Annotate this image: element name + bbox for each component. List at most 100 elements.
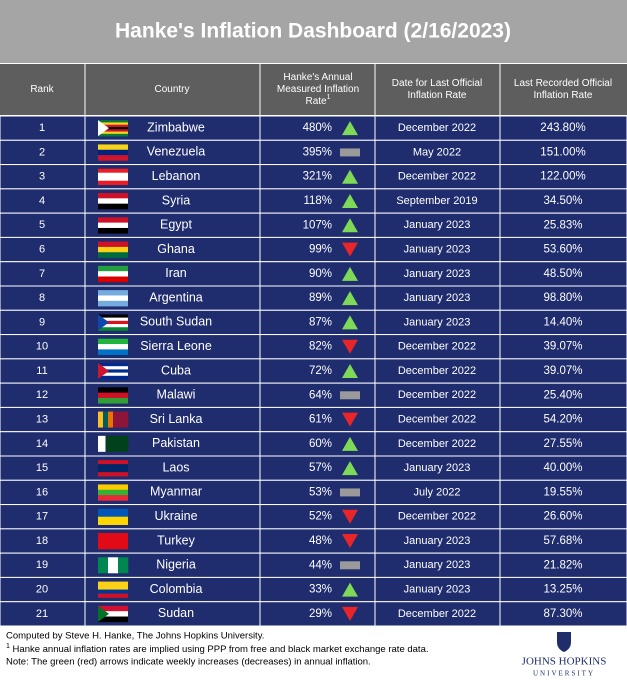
flag-stripe <box>98 168 128 174</box>
flag-stripe <box>123 411 129 428</box>
rank: 9 <box>39 316 45 328</box>
country: Sri Lanka <box>150 412 203 426</box>
logo-name: JOHNS HOPKINS <box>522 656 607 668</box>
hanke-rate: 107% <box>303 219 332 231</box>
flag-stripe <box>98 176 128 182</box>
trend-flat <box>340 391 360 400</box>
flag-stripe <box>98 271 128 277</box>
flag-stripe <box>98 317 128 322</box>
flag-stripe <box>98 295 128 302</box>
flag-stripe <box>98 508 128 518</box>
rank: 12 <box>36 389 48 401</box>
flag-stripe <box>98 464 128 469</box>
flag-stripe <box>118 557 129 574</box>
column-header: Date for Last Official <box>392 78 482 89</box>
trend-up <box>342 461 358 476</box>
flag-stripe <box>98 397 128 404</box>
official-date: January 2023 <box>404 292 471 304</box>
official-rate: 19.55% <box>543 486 582 498</box>
official-date: December 2022 <box>398 438 476 450</box>
rank: 7 <box>39 268 45 280</box>
country: Sierra Leone <box>140 339 212 353</box>
official-date: December 2022 <box>398 413 476 425</box>
rank: 15 <box>36 462 48 474</box>
flag-stripe <box>98 227 128 234</box>
country: Cuba <box>161 363 191 377</box>
hanke-rate: 61% <box>309 414 332 426</box>
official-date: January 2023 <box>404 219 471 231</box>
flag-stripe <box>98 252 128 258</box>
official-date: January 2023 <box>404 583 471 595</box>
flag-stripe <box>98 290 128 296</box>
column-header: Measured Inflation <box>277 84 359 95</box>
rank: 17 <box>36 511 48 523</box>
flag-stripe <box>98 180 128 186</box>
flag-stripe <box>98 484 128 491</box>
country: Laos <box>162 460 189 474</box>
column-header-line: Inflation Rate <box>534 90 593 101</box>
column-header-line: Rate <box>305 96 327 107</box>
official-rate: 27.55% <box>543 438 582 450</box>
country: Sudan <box>158 606 194 620</box>
trend-down <box>342 242 358 257</box>
flag-stripe <box>98 172 128 178</box>
country: Myanmar <box>150 485 202 499</box>
flag-triangle <box>98 605 109 622</box>
official-date: May 2022 <box>413 146 461 158</box>
flag-stripe <box>98 468 128 473</box>
flag-stripe <box>98 217 128 223</box>
official-rate: 57.68% <box>543 535 582 547</box>
flag-stripe <box>98 372 128 377</box>
rank: 6 <box>39 243 45 255</box>
flag-stripe <box>98 149 128 156</box>
logo-sub: UNIVERSITY <box>533 670 595 678</box>
official-date: January 2023 <box>404 559 471 571</box>
country: Malawi <box>157 388 196 402</box>
trend-flat <box>340 488 360 497</box>
flag-stripe <box>105 435 114 452</box>
column-header: Rate1 <box>305 94 330 107</box>
flag-stripe <box>98 300 128 307</box>
flag-stripe <box>98 241 128 248</box>
flag-stripe <box>98 222 128 229</box>
official-date: September 2019 <box>396 195 477 207</box>
official-date: December 2022 <box>398 365 476 377</box>
official-rate: 13.25% <box>543 584 582 596</box>
official-date: December 2022 <box>398 122 476 134</box>
trend-flat <box>340 561 360 570</box>
country: Syria <box>162 193 191 207</box>
hanke-rate: 72% <box>309 365 332 377</box>
note-text: Hanke annual inflation rates are implied… <box>10 644 429 655</box>
title-bar <box>0 0 627 63</box>
flag-stripe <box>98 129 128 132</box>
trend-down <box>342 534 358 548</box>
flag-stripe <box>98 435 106 452</box>
rank: 14 <box>36 438 48 450</box>
trend-up <box>342 364 358 378</box>
flag-stripe <box>103 411 109 428</box>
official-rate: 122.00% <box>540 171 585 183</box>
official-rate: 39.07% <box>543 341 582 353</box>
flag-stripe <box>98 392 128 399</box>
flag-stripe <box>98 276 128 283</box>
trend-down <box>342 606 358 621</box>
country: South Sudan <box>140 315 212 329</box>
flag-stripe <box>98 516 128 526</box>
column-header-line: Inflation Rate <box>408 90 467 101</box>
rank: 4 <box>39 195 45 207</box>
country: Nigeria <box>156 558 196 572</box>
official-rate: 54.20% <box>543 414 582 426</box>
hanke-rate: 44% <box>309 559 332 571</box>
trend-flat <box>340 148 360 157</box>
credit: Computed by Steve H. Hanke, The Johns Ho… <box>6 631 264 642</box>
flag-stripe <box>108 557 119 574</box>
flag-stripe <box>113 435 121 452</box>
flag-stripe <box>98 198 128 204</box>
country: Iran <box>165 266 187 280</box>
flag-stripe <box>118 411 124 428</box>
rank: 18 <box>36 535 48 547</box>
hanke-rate: 89% <box>309 292 332 304</box>
flag-stripe <box>98 133 128 137</box>
hanke-rate: 395% <box>303 146 332 158</box>
